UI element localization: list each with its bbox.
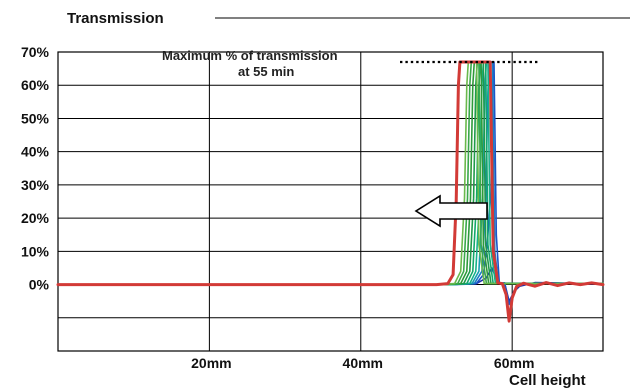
y-tick-label: 70% xyxy=(21,44,50,60)
x-tick-labels: 20mm 40mm 60mm xyxy=(191,355,534,371)
left-arrow-shape xyxy=(414,194,488,228)
y-tick-label: 0% xyxy=(29,277,50,293)
direction-arrow xyxy=(414,194,488,228)
y-tick-label: 50% xyxy=(21,110,50,126)
x-axis-title: Cell height xyxy=(509,372,586,389)
x-tick-label: 60mm xyxy=(494,355,534,371)
annotation-line-2: at 55 min xyxy=(238,64,294,79)
y-axis-title: Transmission xyxy=(67,10,164,27)
series-group xyxy=(56,60,605,323)
y-tick-labels: 70% 60% 50% 40% 30% 20% 10% 0% xyxy=(21,44,50,293)
y-tick-label: 60% xyxy=(21,77,50,93)
series-line xyxy=(56,60,605,323)
x-tick-label: 40mm xyxy=(343,355,383,371)
plot-border xyxy=(57,51,604,352)
annotation-group: Maximum % of transmission at 55 min xyxy=(162,48,540,79)
plot-frame xyxy=(57,51,604,352)
y-tick-label: 30% xyxy=(21,177,50,193)
y-tick-label: 10% xyxy=(21,243,50,259)
grid xyxy=(57,51,603,352)
annotation-line-1: Maximum % of transmission xyxy=(162,48,338,63)
y-tick-label: 40% xyxy=(21,144,50,160)
x-tick-label: 20mm xyxy=(191,355,231,371)
y-tick-label: 20% xyxy=(21,210,50,226)
